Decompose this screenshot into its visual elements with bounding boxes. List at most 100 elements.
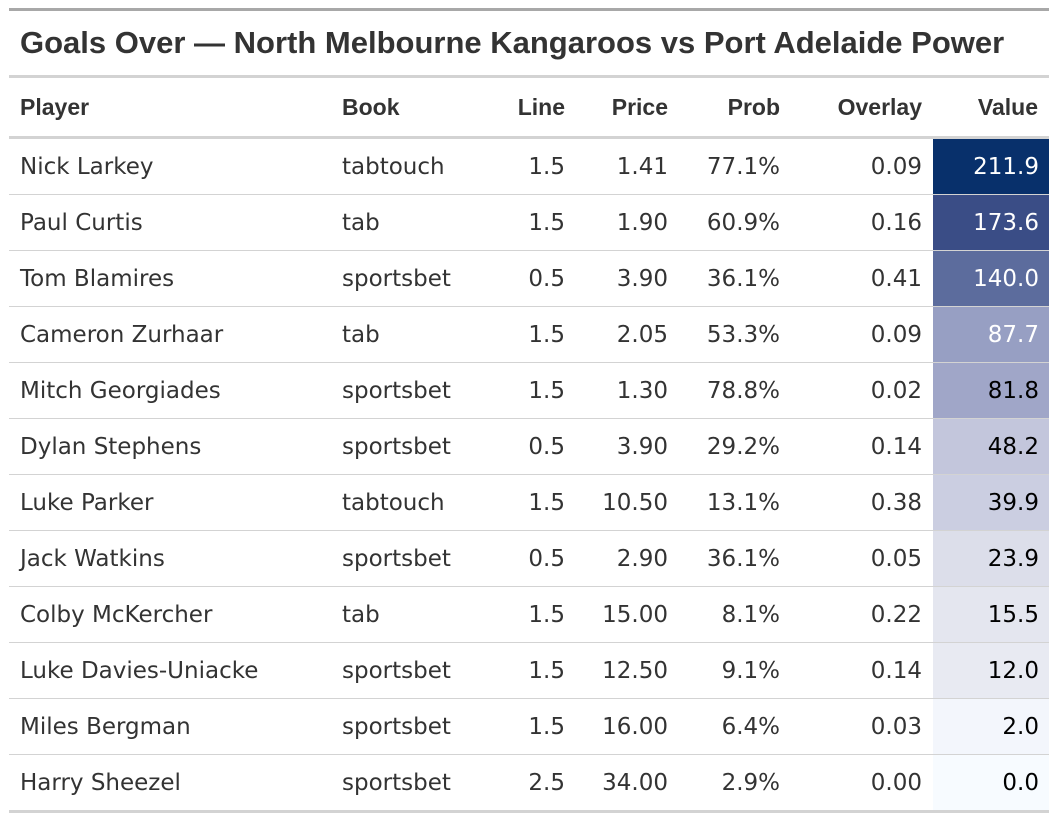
cell-line: 1.5	[480, 698, 576, 755]
table-row: Luke Parker tabtouch 1.5 10.50 13.1% 0.38 39.9	[9, 474, 1049, 531]
cell-player: Tom Blamires	[9, 250, 331, 307]
table-row: Tom Blamires sportsbet 0.5 3.90 36.1% 0.41 140…	[9, 250, 1049, 307]
cell-overlay: 0.02	[791, 362, 933, 419]
cell-value: 23.9	[933, 530, 1049, 587]
cell-overlay: 0.38	[791, 474, 933, 531]
cell-value: 12.0	[933, 642, 1049, 699]
cell-line: 1.5	[480, 194, 576, 251]
header-line[interactable]: Line	[480, 78, 576, 139]
cell-price: 3.90	[576, 418, 679, 475]
cell-prob: 60.9%	[679, 194, 791, 251]
cell-value: 48.2	[933, 418, 1049, 475]
cell-overlay: 0.16	[791, 194, 933, 251]
cell-price: 1.41	[576, 137, 679, 195]
cell-book: sportsbet	[331, 754, 480, 813]
table-row: Cameron Zurhaar tab 1.5 2.05 53.3% 0.09 87.7	[9, 306, 1049, 363]
cell-value: 0.0	[933, 754, 1049, 813]
goals-table-card: Goals Over — North Melbourne Kangaroos v…	[9, 8, 1049, 813]
cell-value: 2.0	[933, 698, 1049, 755]
cell-overlay: 0.41	[791, 250, 933, 307]
cell-prob: 2.9%	[679, 754, 791, 813]
cell-price: 10.50	[576, 474, 679, 531]
cell-line: 0.5	[480, 418, 576, 475]
table-row: Colby McKercher tab 1.5 15.00 8.1% 0.22 15.5	[9, 586, 1049, 643]
table-row: Nick Larkey tabtouch 1.5 1.41 77.1% 0.09 211.9	[9, 137, 1049, 195]
cell-price: 15.00	[576, 586, 679, 643]
cell-price: 1.30	[576, 362, 679, 419]
cell-player: Miles Bergman	[9, 698, 331, 755]
cell-line: 1.5	[480, 474, 576, 531]
cell-prob: 29.2%	[679, 418, 791, 475]
cell-value: 81.8	[933, 362, 1049, 419]
cell-book: tabtouch	[331, 137, 480, 195]
cell-value: 15.5	[933, 586, 1049, 643]
header-player[interactable]: Player	[9, 78, 331, 139]
table-row: Dylan Stephens sportsbet 0.5 3.90 29.2% 0.14 4…	[9, 418, 1049, 475]
cell-player: Colby McKercher	[9, 586, 331, 643]
cell-book: sportsbet	[331, 418, 480, 475]
cell-overlay: 0.05	[791, 530, 933, 587]
table-row: Mitch Georgiades sportsbet 1.5 1.30 78.8% 0.0…	[9, 362, 1049, 419]
cell-prob: 36.1%	[679, 530, 791, 587]
table-title: Goals Over — North Melbourne Kangaroos v…	[20, 25, 1005, 60]
cell-book: sportsbet	[331, 698, 480, 755]
cell-prob: 9.1%	[679, 642, 791, 699]
cell-line: 1.5	[480, 306, 576, 363]
cell-prob: 77.1%	[679, 137, 791, 195]
cell-player: Luke Parker	[9, 474, 331, 531]
cell-book: sportsbet	[331, 642, 480, 699]
cell-overlay: 0.09	[791, 137, 933, 195]
cell-prob: 8.1%	[679, 586, 791, 643]
cell-line: 0.5	[480, 530, 576, 587]
cell-price: 2.90	[576, 530, 679, 587]
header-row: Player Book Line Price Prob Overlay Valu…	[9, 78, 1049, 139]
header-price[interactable]: Price	[576, 78, 679, 139]
cell-value: 140.0	[933, 250, 1049, 307]
cell-overlay: 0.22	[791, 586, 933, 643]
cell-line: 1.5	[480, 586, 576, 643]
cell-prob: 13.1%	[679, 474, 791, 531]
header-overlay[interactable]: Overlay	[791, 78, 933, 139]
cell-player: Nick Larkey	[9, 137, 331, 195]
cell-player: Harry Sheezel	[9, 754, 331, 813]
header-prob[interactable]: Prob	[679, 78, 791, 139]
cell-book: sportsbet	[331, 250, 480, 307]
cell-value: 173.6	[933, 194, 1049, 251]
table-row: Luke Davies-Uniacke sportsbet 1.5 12.50 9.1%…	[9, 642, 1049, 699]
cell-prob: 78.8%	[679, 362, 791, 419]
cell-prob: 53.3%	[679, 306, 791, 363]
cell-price: 2.05	[576, 306, 679, 363]
cell-line: 2.5	[480, 754, 576, 813]
cell-price: 16.00	[576, 698, 679, 755]
cell-value: 39.9	[933, 474, 1049, 531]
cell-overlay: 0.09	[791, 306, 933, 363]
cell-player: Mitch Georgiades	[9, 362, 331, 419]
cell-book: tab	[331, 586, 480, 643]
cell-line: 1.5	[480, 362, 576, 419]
cell-overlay: 0.14	[791, 642, 933, 699]
cell-book: sportsbet	[331, 362, 480, 419]
top-rule	[9, 8, 1049, 11]
cell-value: 87.7	[933, 306, 1049, 363]
cell-player: Dylan Stephens	[9, 418, 331, 475]
cell-player: Luke Davies-Uniacke	[9, 642, 331, 699]
goals-table: Player Book Line Price Prob Overlay Valu…	[9, 78, 1049, 813]
table-row: Jack Watkins sportsbet 0.5 2.90 36.1% 0.05 23.…	[9, 530, 1049, 587]
title-rule	[9, 75, 1049, 78]
cell-overlay: 0.14	[791, 418, 933, 475]
cell-value: 211.9	[933, 137, 1049, 195]
cell-player: Paul Curtis	[9, 194, 331, 251]
cell-overlay: 0.03	[791, 698, 933, 755]
cell-book: tabtouch	[331, 474, 480, 531]
cell-line: 1.5	[480, 642, 576, 699]
header-book[interactable]: Book	[331, 78, 480, 139]
header-value[interactable]: Value	[933, 78, 1049, 139]
table-row: Miles Bergman sportsbet 1.5 16.00 6.4% 0.03 2.…	[9, 698, 1049, 755]
cell-player: Jack Watkins	[9, 530, 331, 587]
cell-price: 1.90	[576, 194, 679, 251]
table-body: Nick Larkey tabtouch 1.5 1.41 77.1% 0.09 211.9…	[9, 137, 1049, 813]
cell-overlay: 0.00	[791, 754, 933, 813]
table-row: Harry Sheezel sportsbet 2.5 34.00 2.9% 0.00 0.…	[9, 754, 1049, 813]
cell-line: 1.5	[480, 137, 576, 195]
cell-prob: 6.4%	[679, 698, 791, 755]
